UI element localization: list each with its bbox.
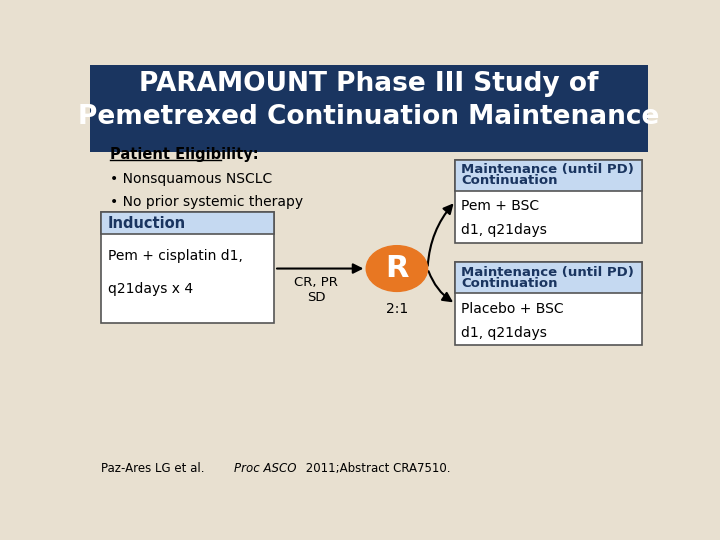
- Text: • No prior systemic therapy: • No prior systemic therapy: [109, 195, 302, 209]
- FancyBboxPatch shape: [456, 262, 642, 294]
- Text: d1, q21days: d1, q21days: [461, 223, 547, 237]
- Text: Patient Eligibility:: Patient Eligibility:: [109, 147, 258, 161]
- FancyBboxPatch shape: [90, 65, 648, 152]
- Text: CR, PR
SD: CR, PR SD: [294, 276, 338, 304]
- FancyBboxPatch shape: [101, 212, 274, 322]
- Text: Placebo + BSC: Placebo + BSC: [461, 302, 564, 316]
- Text: R: R: [385, 254, 409, 283]
- Text: Pem + BSC: Pem + BSC: [461, 199, 539, 213]
- Text: 2:1: 2:1: [386, 302, 408, 316]
- FancyBboxPatch shape: [101, 212, 274, 234]
- Text: Pem + cisplatin d1,: Pem + cisplatin d1,: [108, 249, 243, 263]
- Circle shape: [366, 246, 428, 292]
- Text: Pemetrexed Continuation Maintenance: Pemetrexed Continuation Maintenance: [78, 104, 660, 130]
- FancyBboxPatch shape: [456, 160, 642, 243]
- FancyBboxPatch shape: [456, 262, 642, 346]
- Text: Proc ASCO: Proc ASCO: [234, 462, 297, 475]
- Text: Continuation: Continuation: [461, 277, 557, 290]
- FancyBboxPatch shape: [456, 160, 642, 191]
- Text: q21days x 4: q21days x 4: [108, 282, 193, 296]
- Text: d1, q21days: d1, q21days: [461, 326, 547, 340]
- Text: PARAMOUNT Phase III Study of: PARAMOUNT Phase III Study of: [139, 71, 599, 97]
- Text: Maintenance (until PD): Maintenance (until PD): [461, 163, 634, 176]
- Text: 2011;Abstract CRA7510.: 2011;Abstract CRA7510.: [302, 462, 451, 475]
- Text: Maintenance (until PD): Maintenance (until PD): [461, 266, 634, 279]
- Text: Paz-Ares LG et al.: Paz-Ares LG et al.: [101, 462, 208, 475]
- Text: • Nonsquamous NSCLC: • Nonsquamous NSCLC: [109, 172, 271, 186]
- Text: Induction: Induction: [108, 215, 186, 231]
- Text: Continuation: Continuation: [461, 174, 557, 187]
